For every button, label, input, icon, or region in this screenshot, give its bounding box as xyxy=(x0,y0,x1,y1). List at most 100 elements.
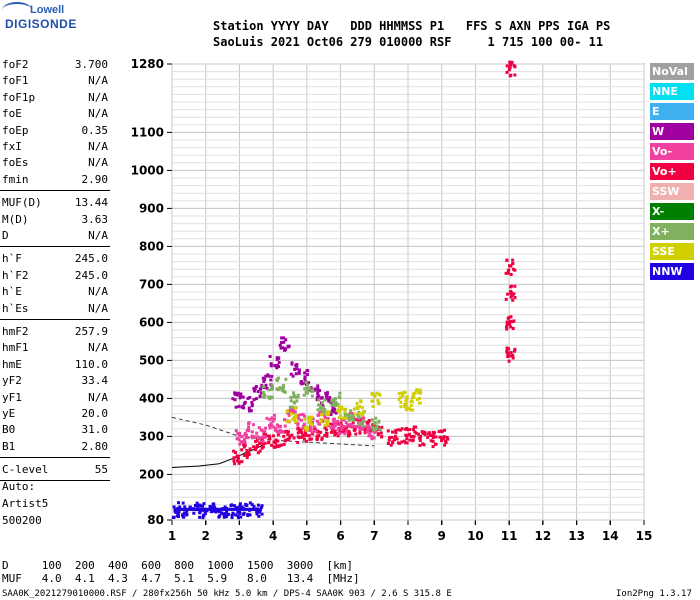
data-point xyxy=(292,400,296,404)
data-point xyxy=(198,515,202,519)
data-point xyxy=(297,368,301,372)
data-point xyxy=(361,424,365,428)
data-point xyxy=(330,399,334,403)
data-point xyxy=(281,383,285,387)
data-point xyxy=(316,390,320,394)
data-point xyxy=(326,416,330,420)
data-point xyxy=(513,268,517,272)
param-name: D xyxy=(2,229,9,242)
data-point xyxy=(268,355,272,359)
param-name: hmF1 xyxy=(2,341,29,355)
data-point xyxy=(357,417,361,421)
data-point xyxy=(408,428,412,432)
data-point xyxy=(434,435,438,439)
data-point xyxy=(319,396,323,400)
muf-table-line2: MUF 4.0 4.1 4.3 4.7 5.1 5.9 8.0 13.4 [MH… xyxy=(2,572,360,585)
data-point xyxy=(323,423,327,427)
data-point xyxy=(415,397,419,401)
param-row: D N/A xyxy=(2,228,108,244)
data-point xyxy=(507,354,511,358)
data-point xyxy=(505,325,509,329)
data-point xyxy=(338,429,342,433)
data-point xyxy=(350,412,354,416)
data-point xyxy=(279,346,283,350)
data-point xyxy=(247,421,251,425)
data-point xyxy=(422,430,426,434)
data-point xyxy=(378,393,382,397)
data-point xyxy=(268,418,272,422)
data-point xyxy=(367,434,371,438)
data-point xyxy=(364,425,368,429)
data-point xyxy=(268,397,272,401)
e-layer-point xyxy=(200,507,204,511)
data-point xyxy=(419,391,423,395)
data-point xyxy=(320,413,324,417)
data-point xyxy=(275,387,279,391)
data-point xyxy=(257,437,261,441)
data-point xyxy=(265,416,269,420)
data-point xyxy=(248,513,252,517)
e-layer-point xyxy=(215,507,219,511)
data-point xyxy=(344,426,348,430)
data-point xyxy=(316,384,320,388)
data-point xyxy=(354,432,358,436)
data-point xyxy=(198,511,202,515)
data-point xyxy=(509,289,513,293)
data-point xyxy=(303,387,307,391)
data-point xyxy=(181,514,185,518)
legend-item: NNW xyxy=(650,263,694,280)
data-point xyxy=(176,515,180,519)
data-point xyxy=(242,437,246,441)
param-value: 245.0 xyxy=(74,268,108,282)
data-point xyxy=(507,264,511,268)
data-point xyxy=(294,406,298,410)
data-point xyxy=(338,423,342,427)
data-point xyxy=(303,377,307,381)
data-point xyxy=(325,391,329,395)
param-name: yF2 xyxy=(2,374,22,388)
data-point xyxy=(246,513,250,517)
param-value: 31.0 xyxy=(81,423,109,437)
data-point xyxy=(431,430,435,434)
data-point xyxy=(333,404,337,408)
param-separator xyxy=(0,318,110,320)
data-point xyxy=(250,430,254,434)
data-point xyxy=(510,293,514,297)
y-tick-label: 500 xyxy=(139,353,164,367)
data-point xyxy=(404,427,408,431)
data-point xyxy=(251,423,255,427)
param-name: foEp xyxy=(2,123,29,137)
data-point xyxy=(268,426,272,430)
e-layer-point xyxy=(207,507,211,511)
data-point xyxy=(332,402,336,406)
data-point xyxy=(354,425,358,429)
data-point xyxy=(505,323,509,327)
data-point xyxy=(244,436,248,440)
data-point xyxy=(262,385,266,389)
data-point xyxy=(391,440,395,444)
data-point xyxy=(303,417,307,421)
data-point xyxy=(320,407,324,411)
e-layer-point xyxy=(249,507,253,511)
data-point xyxy=(287,413,291,417)
data-point xyxy=(275,356,279,360)
data-point xyxy=(197,503,201,507)
param-value: 2.80 xyxy=(81,439,109,453)
data-point xyxy=(508,66,512,70)
data-point xyxy=(390,435,394,439)
data-point xyxy=(289,399,293,403)
data-point xyxy=(512,319,516,323)
param-value: 3.63 xyxy=(81,212,109,226)
data-point xyxy=(296,395,300,399)
data-point xyxy=(309,426,313,430)
data-point xyxy=(405,397,409,401)
e-layer-point xyxy=(214,507,218,511)
data-point xyxy=(511,298,515,302)
data-point xyxy=(333,433,337,437)
data-point xyxy=(415,388,419,392)
data-point xyxy=(399,400,403,404)
e-layer-point xyxy=(234,507,238,511)
data-point xyxy=(513,65,517,69)
legend-item: X- xyxy=(650,203,694,220)
data-point xyxy=(418,436,422,440)
